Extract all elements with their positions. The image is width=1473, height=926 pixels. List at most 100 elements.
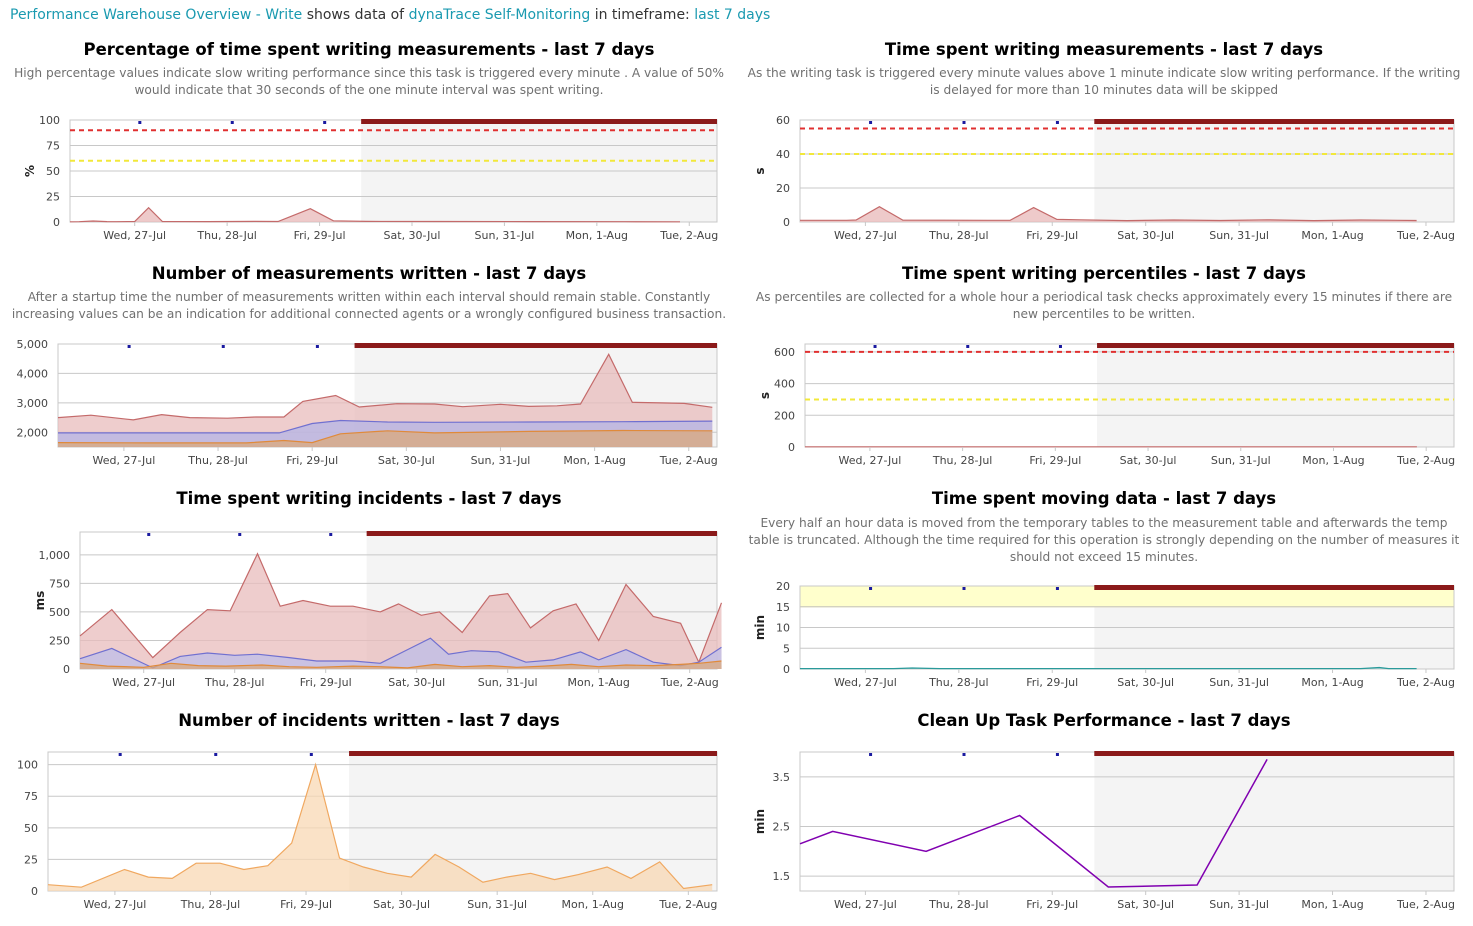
x-tick-label: Sat, 30-Jul	[373, 898, 430, 911]
event-marker	[329, 533, 333, 536]
y-tick-label: 0	[783, 663, 790, 676]
chart-moving-data[interactable]: 0 5 10 15 20 Wed, 27-Jul Thu, 28-Jul Fri, 29-Ju…	[744, 487, 1464, 705]
panel-title: Time spent writing incidents - last 7 da…	[176, 489, 562, 508]
event-marker	[869, 587, 873, 590]
y-tick-label: 3,000	[17, 397, 49, 410]
system-profile-link[interactable]: dynaTrace Self-Monitoring	[408, 7, 591, 23]
event-marker	[966, 345, 970, 348]
x-tick-label: Wed, 27-Jul	[834, 676, 897, 689]
y-tick-label: 1.5	[773, 870, 791, 883]
y-tick-label: 750	[49, 577, 70, 590]
header-text-timeframe: in timeframe:	[590, 7, 695, 23]
event-marker	[1055, 587, 1059, 590]
x-tick-label: Tue, 2-Aug	[1396, 229, 1455, 242]
y-axis-label: s	[758, 392, 772, 399]
chart-num-incidents[interactable]: 0 25 50 75 100 Wed, 27-Jul Thu, 28-Jul Fri, 29-…	[10, 709, 728, 925]
y-tick-label: 250	[49, 634, 70, 647]
event-marker	[323, 121, 327, 124]
timeframe-link[interactable]: last 7 days	[694, 7, 771, 23]
x-tick-label: Thu, 28-Jul	[180, 898, 241, 911]
event-marker	[962, 121, 966, 124]
data-gap-bar	[1097, 343, 1454, 348]
event-marker	[230, 121, 234, 124]
x-tick-label: Thu, 28-Jul	[196, 229, 257, 242]
x-tick-label: Wed, 27-Jul	[92, 454, 155, 467]
x-tick-label: Sun, 31-Jul	[1211, 454, 1271, 467]
y-tick-label: 20	[776, 182, 790, 195]
panel-percentiles: Time spent writing percentiles - last 7 …	[744, 262, 1464, 482]
panel-incidents-time: Time spent writing incidents - last 7 da…	[10, 487, 728, 705]
event-marker	[127, 345, 131, 348]
no-data-region	[1094, 120, 1454, 222]
series-line-1	[79, 637, 722, 669]
y-tick-label: 40	[776, 148, 790, 161]
y-tick-label: 100	[39, 114, 60, 127]
event-marker	[1055, 121, 1059, 124]
data-gap-bar	[366, 531, 717, 536]
x-tick-label: Mon, 1-Aug	[1301, 229, 1363, 242]
y-tick-label: 50	[24, 822, 38, 835]
x-tick-label: Sun, 31-Jul	[471, 454, 531, 467]
header-text-shows: shows data of	[302, 7, 409, 23]
x-tick-label: Tue, 2-Aug	[658, 898, 717, 911]
y-tick-label: 3.5	[773, 771, 791, 784]
panel-moving-data: Time spent moving data - last 7 days Eve…	[744, 487, 1464, 705]
event-marker	[962, 753, 966, 756]
y-tick-label: 2.5	[773, 820, 791, 833]
event-marker	[869, 121, 873, 124]
y-tick-label: 4,000	[17, 367, 49, 380]
panel-description: As percentiles are collected for a whole…	[755, 290, 1453, 321]
dashboard-link[interactable]: Performance Warehouse Overview - Write	[10, 7, 303, 23]
x-tick-label: Sat, 30-Jul	[1117, 676, 1174, 689]
event-marker	[1055, 753, 1059, 756]
y-tick-label: 600	[774, 346, 795, 359]
y-tick-label: 60	[776, 114, 790, 127]
y-tick-label: 400	[774, 378, 795, 391]
panel-title: Number of incidents written - last 7 day…	[178, 711, 560, 730]
data-gap-bar	[354, 343, 717, 348]
dashboard-header: Performance Warehouse Overview - Write s…	[10, 7, 770, 23]
panel-title: Number of measurements written - last 7 …	[151, 264, 587, 283]
no-data-region	[1094, 752, 1454, 891]
y-tick-label: 20	[776, 580, 790, 593]
x-tick-label: Fri, 29-Jul	[1026, 229, 1078, 242]
chart-percentiles[interactable]: 0 200 400 600 Wed, 27-Jul Thu, 28-Jul Fri, 29-…	[744, 262, 1464, 482]
y-tick-label: 15	[776, 601, 790, 614]
chart-time-writing[interactable]: 0 20 40 60 Wed, 27-Jul Thu, 28-Jul Fri, 29-Jul…	[744, 38, 1464, 258]
x-tick-label: Fri, 29-Jul	[294, 229, 346, 242]
series-area-0	[80, 553, 722, 669]
data-gap-bar	[1094, 751, 1454, 756]
x-tick-label: Sat, 30-Jul	[1120, 454, 1177, 467]
series-line-0	[69, 206, 681, 223]
event-marker	[221, 345, 225, 348]
panel-description: After a startup time the number of measu…	[11, 290, 727, 321]
event-marker	[962, 587, 966, 590]
x-tick-label: Tue, 2-Aug	[1396, 898, 1455, 911]
panel-description: As the writing task is triggered every m…	[747, 66, 1461, 97]
y-axis-label: min	[753, 809, 767, 834]
x-tick-label: Fri, 29-Jul	[1029, 454, 1081, 467]
data-gap-bar	[349, 751, 717, 756]
y-axis-label: s	[753, 167, 767, 174]
x-tick-label: Mon, 1-Aug	[562, 898, 624, 911]
y-tick-label: 25	[46, 191, 60, 204]
event-marker	[238, 533, 242, 536]
series-line-1	[58, 419, 713, 434]
chart-num-measurements[interactable]: 2,000 3,000 4,000 5,000 Wed, 27-Jul Thu, 28-J…	[10, 262, 728, 482]
x-tick-label: Thu, 28-Jul	[928, 898, 989, 911]
series-line-2	[57, 429, 713, 444]
panel-title: Time spent moving data - last 7 days	[931, 489, 1277, 508]
x-tick-label: Tue, 2-Aug	[659, 454, 718, 467]
chart-incidents-time[interactable]: 0 250 500 750 1,000 Wed, 27-Jul Thu, 28-Jul Fri…	[10, 487, 728, 705]
panel-title: Time spent writing measurements - last 7…	[884, 40, 1324, 59]
y-axis-label: %	[23, 165, 37, 177]
event-marker	[315, 345, 319, 348]
x-tick-label: Sun, 31-Jul	[1209, 229, 1269, 242]
y-tick-label: 0	[783, 216, 790, 229]
event-marker	[147, 533, 151, 536]
event-marker	[309, 753, 313, 756]
series-area-0	[48, 764, 713, 891]
chart-pct-writing[interactable]: 0 25 50 75 100 Wed, 27-Jul Thu, 28-Jul Fri, 29-…	[10, 38, 728, 258]
chart-cleanup[interactable]: 1.5 2.5 3.5 Wed, 27-Jul Thu, 28-Jul Fri, 29-J…	[744, 709, 1464, 925]
x-tick-label: Sat, 30-Jul	[388, 676, 445, 689]
